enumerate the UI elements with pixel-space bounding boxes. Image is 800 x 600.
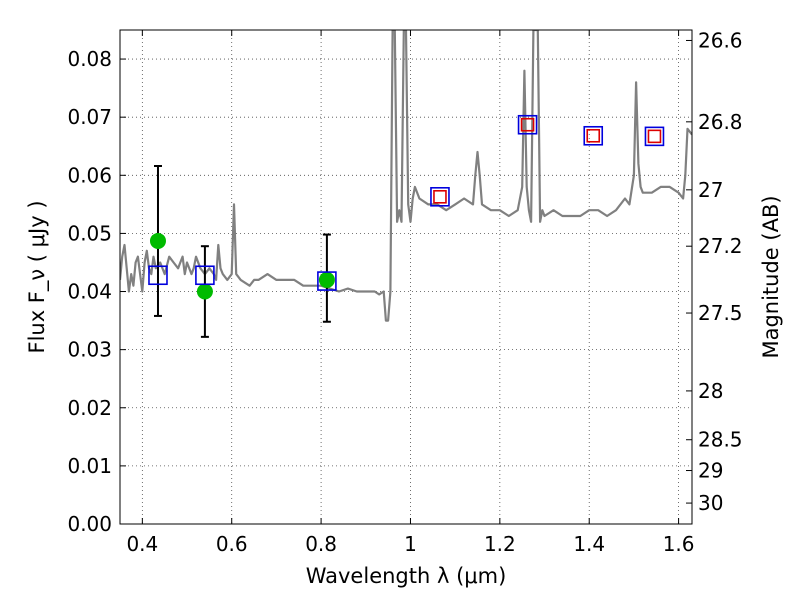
observed-point [318,271,335,288]
y-tick-label: 0.04 [67,280,112,304]
observed-point [149,232,166,249]
model-photometry-box [148,265,168,286]
model-photometry-box [517,114,538,135]
predicted-box [647,129,662,144]
model-photometry-box [644,126,665,147]
y2-tick-label: 29 [698,459,723,483]
y2-tick-label: 27.5 [698,301,743,325]
x-tick-label: 0.8 [305,532,337,556]
model-spectrum-line [120,30,692,322]
y-tick-label: 0.08 [67,47,112,71]
model-photometry-box [195,265,215,286]
y2-tick-label: 27.2 [698,234,743,258]
predicted-box [433,189,447,204]
x-tick-label: 0.6 [216,532,248,556]
y-tick-label: 0.00 [67,512,112,536]
plot-frame [119,29,693,525]
y2-axis-title: Magnitude (AB) [759,195,783,358]
y-tick-label: 0.06 [67,163,112,187]
y2-tick-label: 30 [698,491,723,515]
model-photometry-box [317,271,337,291]
y-tick-label: 0.01 [67,454,112,478]
grid [120,30,692,524]
y-tick-label: 0.03 [67,338,112,362]
y2-tick-label: 28 [698,379,723,403]
y2-tick-label: 28.5 [698,428,743,452]
model-photometry-box [583,125,604,146]
predicted-box [520,117,535,132]
y2-tick-label: 26.8 [698,110,743,134]
x-axis-title: Wavelength λ (μm) [306,564,507,588]
y-tick-label: 0.02 [67,396,112,420]
ticks: 0.4 0.6 0.8 1 1.2 1.4 1.6 0.00 0.01 0.02 0.03 0.04 0… [67,28,742,556]
y2-tick-label: 26.6 [698,28,743,52]
y2-tick-label: 27 [698,178,723,202]
x-tick-label: 1.6 [663,532,695,556]
y-tick-label: 0.05 [67,221,112,245]
x-tick-label: 1 [404,532,417,556]
model-photometry-box [430,186,450,207]
x-tick-label: 1.4 [573,532,605,556]
observed-point [196,283,213,300]
y-tick-label: 0.07 [67,105,112,129]
y-axis-title: Flux F_ν ( μJy ) [25,200,50,353]
series [120,30,692,322]
x-tick-label: 1.2 [484,532,516,556]
x-tick-label: 0.4 [126,532,158,556]
predicted-box [586,128,601,143]
markers [148,114,665,338]
